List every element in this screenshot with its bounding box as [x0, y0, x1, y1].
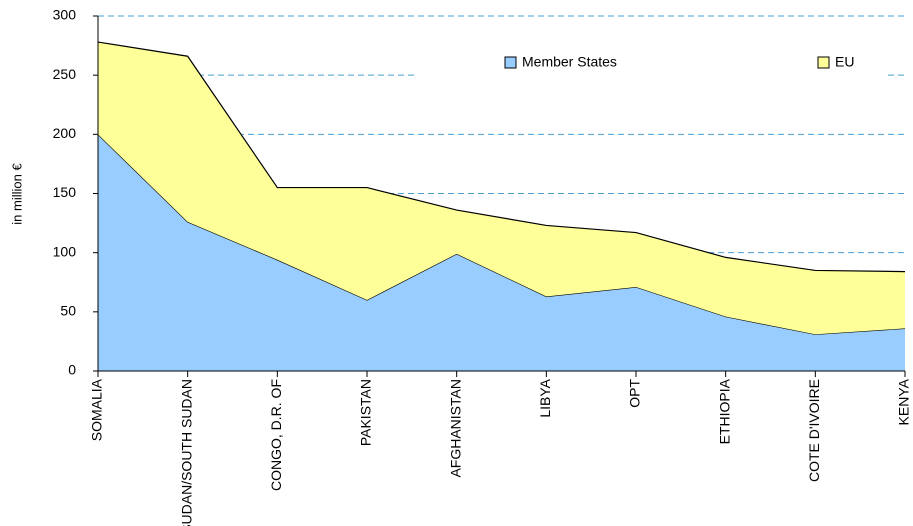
y-tick-label: 250 [53, 66, 77, 82]
x-tick-label: COTE D'IVOIRE [806, 379, 822, 482]
y-tick-label: 200 [53, 125, 77, 141]
y-tick-label: 0 [68, 362, 76, 378]
x-tick-label: KENYA [896, 378, 912, 425]
x-tick-label: SOMALIA [89, 378, 105, 441]
x-tick-label: PAKISTAN [358, 379, 374, 446]
y-tick-label: 150 [53, 184, 77, 200]
x-tick-label: AFGHANISTAN [447, 379, 463, 478]
x-tick-label: CONGO, D.R. OF [268, 379, 284, 491]
x-tick-label: OPT [627, 379, 643, 408]
x-tick-label: SUDAN/SOUTH SUDAN [178, 379, 194, 526]
legend-label: EU [835, 54, 854, 70]
legend-swatch [817, 56, 830, 69]
y-axis-label: in million € [9, 163, 24, 225]
y-tick-label: 100 [53, 243, 77, 259]
area-outline [97, 41, 906, 273]
y-tick-label: 300 [53, 7, 77, 23]
x-tick-label: LIBYA [537, 378, 553, 417]
legend-swatch [504, 56, 517, 69]
area [98, 134, 905, 371]
legend: Member States EU [415, 40, 885, 88]
legend-label: Member States [522, 54, 617, 70]
area [98, 42, 905, 335]
x-tick-label: ETHIOPIA [716, 378, 732, 444]
legend-background [415, 40, 885, 88]
y-tick-label: 50 [60, 303, 76, 319]
